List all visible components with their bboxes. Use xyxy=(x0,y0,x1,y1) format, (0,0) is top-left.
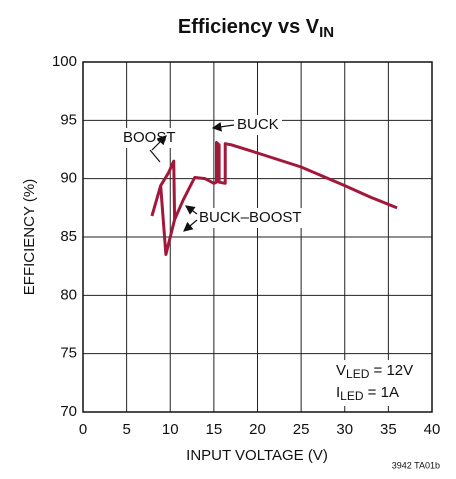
series-line xyxy=(150,141,398,256)
cond-main: V xyxy=(336,362,346,379)
x-tick-label: 0 xyxy=(79,421,87,438)
y-tick-label: 75 xyxy=(60,345,77,362)
x-axis-label: INPUT VOLTAGE (V) xyxy=(186,447,328,464)
x-tick-label: 30 xyxy=(336,421,353,438)
y-tick-label: 95 xyxy=(60,111,77,128)
arrows xyxy=(149,122,235,232)
arrow xyxy=(151,135,167,151)
footnote: 3942 TA01b xyxy=(392,460,440,470)
y-tick-label: 80 xyxy=(60,286,77,303)
condition: VLED = 12V xyxy=(336,362,413,381)
arrow xyxy=(185,205,198,215)
annotation: BOOST xyxy=(123,129,176,146)
annotation: BUCK–BOOST xyxy=(199,209,302,226)
annotation: BUCK xyxy=(237,116,279,133)
arrow xyxy=(211,122,235,132)
chart-title: Efficiency vs VIN xyxy=(178,16,334,41)
y-tick-label: 100 xyxy=(52,53,77,70)
x-tick-label: 20 xyxy=(249,421,266,438)
cond-rest: = 1A xyxy=(364,384,399,401)
cond-sub: LED xyxy=(340,389,364,403)
y-axis-label: EFFICIENCY (%) xyxy=(21,179,38,295)
y-tick-label: 70 xyxy=(60,403,77,420)
x-tick-label: 25 xyxy=(293,421,310,438)
arrow xyxy=(183,219,198,232)
cond-main: I xyxy=(336,384,340,401)
label-bg xyxy=(196,208,306,228)
x-tick-label: 40 xyxy=(424,421,441,438)
x-tick-label: 10 xyxy=(162,421,179,438)
cond-rest: = 12V xyxy=(369,362,413,379)
condition: ILED = 1A xyxy=(336,384,399,403)
title-sub: IN xyxy=(319,24,334,41)
y-tick-label: 90 xyxy=(60,170,77,187)
plot-frame xyxy=(82,61,433,413)
x-tick-label: 15 xyxy=(206,421,223,438)
arrow xyxy=(149,149,161,163)
label-bg xyxy=(234,115,282,135)
x-tick-label: 5 xyxy=(122,421,130,438)
annotations: BOOST BUCK BUCK–BOOST VLED = 12V ILED = … xyxy=(120,115,425,406)
x-tick-label: 35 xyxy=(380,421,397,438)
cond-sub: LED xyxy=(346,367,370,381)
label-bg xyxy=(333,360,425,406)
y-tick-label: 85 xyxy=(60,228,77,245)
title-main: Efficiency vs V xyxy=(178,16,320,38)
